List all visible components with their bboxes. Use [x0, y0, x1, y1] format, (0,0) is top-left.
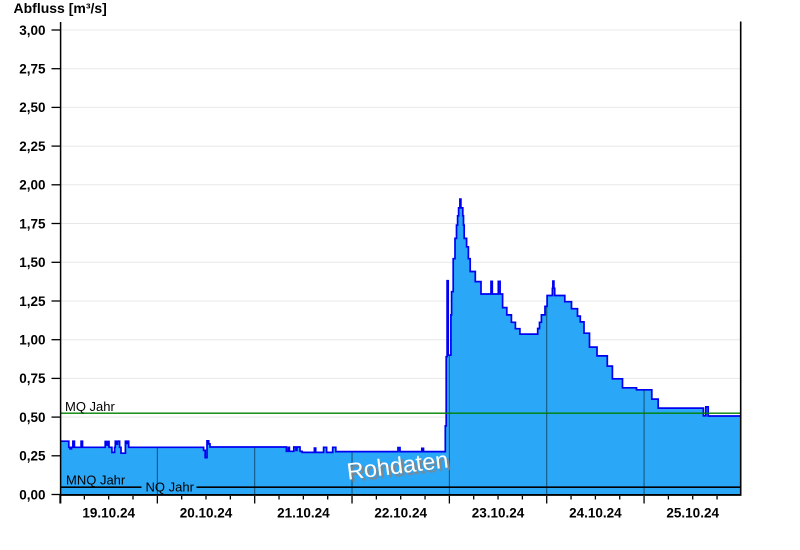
svg-text:2,50: 2,50 [19, 100, 45, 115]
svg-text:22.10.24: 22.10.24 [374, 506, 427, 521]
svg-text:1,25: 1,25 [19, 294, 46, 309]
svg-text:0,25: 0,25 [19, 449, 46, 464]
svg-text:MQ Jahr: MQ Jahr [65, 399, 116, 414]
svg-text:3,00: 3,00 [19, 23, 45, 38]
svg-text:2,00: 2,00 [19, 178, 45, 193]
svg-text:2,25: 2,25 [19, 139, 46, 154]
svg-text:24.10.24: 24.10.24 [569, 506, 622, 521]
svg-text:1,75: 1,75 [19, 216, 46, 231]
svg-text:1,00: 1,00 [19, 333, 45, 348]
svg-text:MNQ Jahr: MNQ Jahr [66, 473, 126, 488]
svg-text:0,75: 0,75 [19, 371, 46, 386]
svg-text:19.10.24: 19.10.24 [82, 506, 135, 521]
svg-text:NQ Jahr: NQ Jahr [146, 480, 195, 495]
svg-text:1,50: 1,50 [19, 255, 45, 270]
svg-text:0,00: 0,00 [19, 487, 45, 502]
svg-text:0,50: 0,50 [19, 410, 45, 425]
svg-text:20.10.24: 20.10.24 [180, 506, 233, 521]
svg-text:23.10.24: 23.10.24 [472, 506, 525, 521]
svg-text:Abfluss [m³/s]: Abfluss [m³/s] [14, 0, 107, 16]
svg-text:25.10.24: 25.10.24 [666, 506, 719, 521]
svg-text:21.10.24: 21.10.24 [277, 506, 330, 521]
svg-text:2,75: 2,75 [19, 62, 46, 77]
